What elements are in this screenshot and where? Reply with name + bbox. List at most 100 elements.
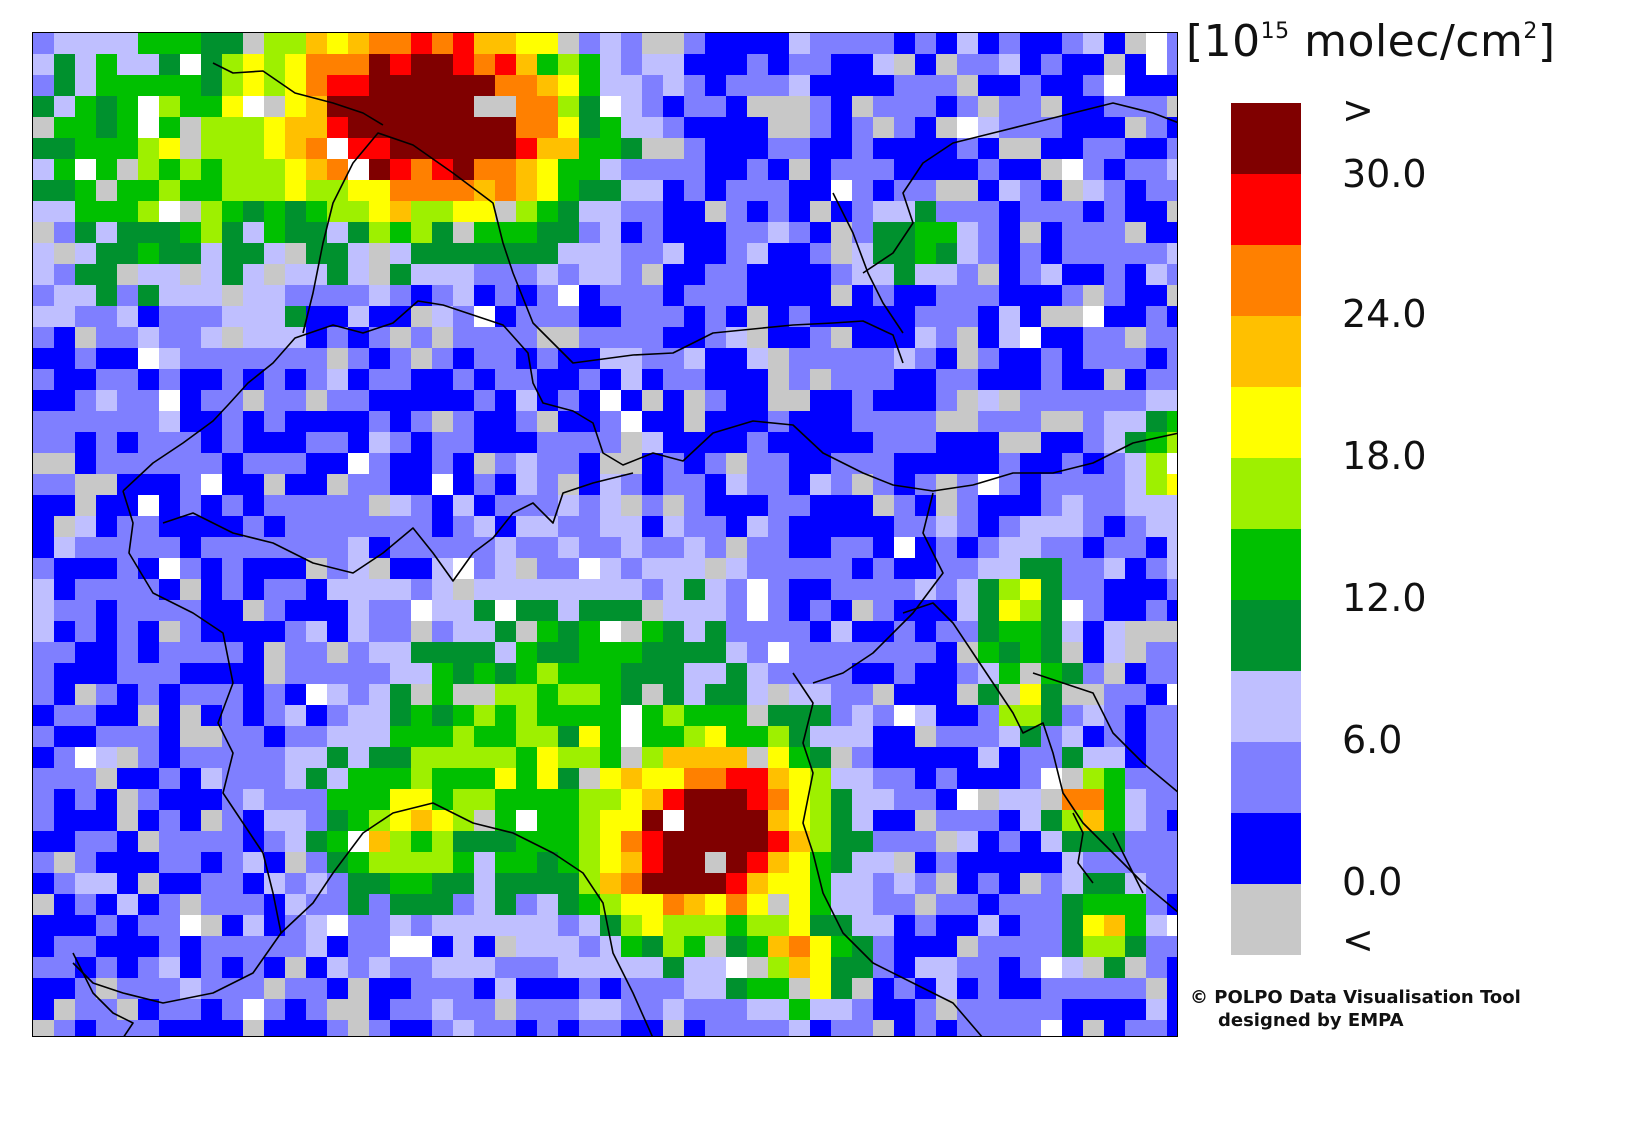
grid-cell — [579, 537, 600, 558]
grid-cell — [243, 327, 264, 348]
grid-cell — [516, 75, 537, 96]
grid-cell — [537, 747, 558, 768]
grid-cell — [831, 117, 852, 138]
grid-cell — [1041, 537, 1062, 558]
grid-cell — [180, 369, 201, 390]
grid-cell — [369, 390, 390, 411]
grid-cell — [306, 789, 327, 810]
grid-cell — [390, 747, 411, 768]
grid-cell — [138, 747, 159, 768]
grid-cell — [978, 810, 999, 831]
grid-cell — [243, 915, 264, 936]
grid-cell — [96, 96, 117, 117]
grid-cell — [264, 663, 285, 684]
grid-cell — [684, 348, 705, 369]
grid-cell — [621, 915, 642, 936]
grid-cell — [915, 1020, 936, 1036]
grid-cell — [873, 306, 894, 327]
grid-cell — [600, 747, 621, 768]
grid-cell — [873, 348, 894, 369]
grid-cell — [999, 999, 1020, 1020]
grid-cell — [432, 831, 453, 852]
grid-cell — [411, 915, 432, 936]
grid-cell — [915, 726, 936, 747]
grid-cell — [453, 390, 474, 411]
grid-cell — [1062, 663, 1083, 684]
grid-cell — [768, 642, 789, 663]
grid-cell — [936, 999, 957, 1020]
grid-cell — [138, 537, 159, 558]
grid-cell — [390, 390, 411, 411]
grid-cell — [789, 936, 810, 957]
grid-cell — [180, 327, 201, 348]
grid-cell — [1083, 600, 1104, 621]
grid-cell — [1167, 957, 1177, 978]
grid-cell — [54, 579, 75, 600]
grid-cell — [411, 558, 432, 579]
grid-cell — [978, 558, 999, 579]
grid-cell — [621, 369, 642, 390]
grid-cell — [264, 348, 285, 369]
grid-cell — [684, 369, 705, 390]
grid-cell — [327, 96, 348, 117]
grid-cell — [1020, 453, 1041, 474]
grid-cell — [1020, 117, 1041, 138]
grid-cell — [1083, 957, 1104, 978]
grid-cell — [705, 201, 726, 222]
grid-cell — [600, 285, 621, 306]
grid-cell — [600, 432, 621, 453]
grid-cell — [516, 789, 537, 810]
grid-cell — [54, 747, 75, 768]
grid-cell — [222, 222, 243, 243]
grid-cell — [264, 243, 285, 264]
grid-cell — [810, 159, 831, 180]
grid-cell — [264, 222, 285, 243]
grid-cell — [747, 684, 768, 705]
grid-cell — [663, 222, 684, 243]
grid-cell — [537, 579, 558, 600]
grid-cell — [411, 579, 432, 600]
grid-cell — [726, 852, 747, 873]
grid-cell — [159, 579, 180, 600]
grid-cell — [96, 684, 117, 705]
grid-cell — [54, 705, 75, 726]
unit-base: 10 — [1203, 16, 1261, 67]
grid-cell — [852, 978, 873, 999]
grid-cell — [138, 663, 159, 684]
grid-cell — [621, 558, 642, 579]
grid-cell — [495, 957, 516, 978]
grid-cell — [789, 96, 810, 117]
grid-cell — [873, 264, 894, 285]
grid-cell — [789, 663, 810, 684]
grid-cell — [768, 201, 789, 222]
grid-cell — [726, 201, 747, 222]
grid-cell — [768, 432, 789, 453]
grid-cell — [495, 768, 516, 789]
grid-cell — [642, 33, 663, 54]
grid-cell — [306, 894, 327, 915]
map-panel[interactable] — [32, 32, 1178, 1037]
grid-cell — [1167, 264, 1177, 285]
grid-cell — [831, 33, 852, 54]
grid-cell — [432, 1020, 453, 1036]
grid-cell — [663, 747, 684, 768]
grid-cell — [768, 390, 789, 411]
grid-cell — [1146, 474, 1167, 495]
grid-cell — [579, 558, 600, 579]
grid-cell — [915, 327, 936, 348]
grid-cell — [810, 201, 831, 222]
grid-cell — [180, 663, 201, 684]
grid-cell — [180, 915, 201, 936]
border-line — [280, 802, 653, 1036]
grid-cell — [936, 537, 957, 558]
grid-cell — [831, 558, 852, 579]
grid-cell — [726, 516, 747, 537]
grid-cell — [495, 369, 516, 390]
grid-cell — [978, 957, 999, 978]
grid-cell — [642, 537, 663, 558]
grid-cell — [516, 516, 537, 537]
grid-cell — [201, 831, 222, 852]
grid-cell — [1125, 474, 1146, 495]
grid-cell — [726, 642, 747, 663]
grid-cell — [411, 747, 432, 768]
